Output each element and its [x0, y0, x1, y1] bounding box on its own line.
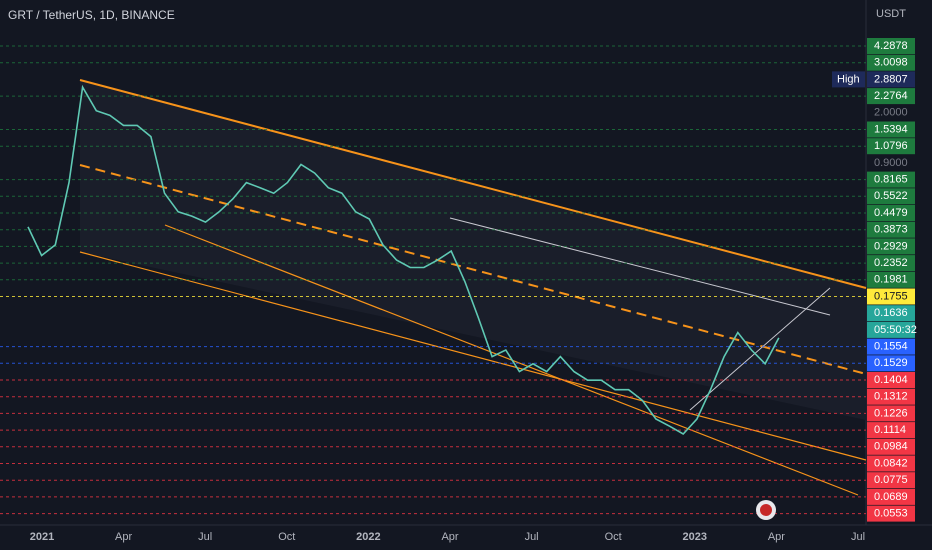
- price-tag-label: 0.1981: [874, 274, 908, 286]
- price-tag-label: 0.1312: [874, 391, 908, 403]
- price-tag: [867, 38, 915, 54]
- price-tag-label: 0.2352: [874, 257, 908, 269]
- x-tick-label: 2022: [356, 531, 380, 543]
- price-tag: [867, 305, 915, 322]
- price-tag: [867, 221, 915, 238]
- high-tag-label: High: [837, 73, 860, 85]
- price-tag-label: 0.1404: [874, 374, 908, 386]
- price-tag-label: 0.0842: [874, 457, 908, 469]
- price-tag: [867, 238, 915, 255]
- price-tag: [867, 171, 915, 188]
- price-tag-label: 0.1226: [874, 407, 908, 419]
- price-tag-label: 0.1114: [874, 424, 906, 436]
- price-tag: [867, 54, 915, 71]
- x-tick-label: Jul: [198, 531, 212, 543]
- price-tag-label: 1.5394: [874, 123, 908, 135]
- price-tag-label: 0.1554: [874, 341, 908, 353]
- price-tag-label: 0.1529: [874, 357, 908, 369]
- x-tick-label: 2021: [30, 531, 54, 543]
- price-tag: [867, 138, 915, 155]
- price-tag: [867, 321, 915, 338]
- price-tag: [867, 388, 915, 405]
- price-tag-label: 3.0098: [874, 57, 908, 69]
- price-tag-label: 2.8807: [874, 73, 908, 85]
- price-tag: [867, 188, 915, 205]
- event-flag-inner: [760, 504, 772, 516]
- price-tag: [867, 338, 915, 355]
- price-line: [27, 84, 780, 436]
- channel-top: [79, 79, 867, 289]
- price-tag-label: 0.1755: [874, 290, 908, 302]
- price-tag: [867, 405, 915, 422]
- x-tick-label: Oct: [278, 531, 295, 543]
- high-tag: [832, 71, 865, 88]
- channel-mid: [79, 164, 867, 375]
- price-tag: [867, 255, 915, 272]
- resistance-line: [449, 217, 831, 316]
- price-tag: [867, 438, 915, 455]
- price-tag-label: 0.3873: [874, 224, 908, 236]
- price-tag: [867, 472, 915, 489]
- x-tick-label: Apr: [115, 531, 132, 543]
- x-tick-label: Apr: [768, 531, 785, 543]
- price-tag-label: 0.8165: [874, 174, 908, 186]
- price-tag-label: 0.0689: [874, 491, 908, 503]
- price-tag: [867, 505, 915, 522]
- price-tag: [867, 422, 915, 439]
- price-tag-label: 2.0000: [874, 107, 908, 119]
- price-tag-label: 0.4479: [874, 207, 908, 219]
- price-tag-label: 05:50:32: [874, 324, 917, 336]
- x-tick-label: Jul: [851, 531, 865, 543]
- price-tag-label: 4.2878: [874, 40, 908, 52]
- price-tag: [867, 121, 915, 138]
- price-tag: [867, 88, 915, 105]
- price-tag: [867, 271, 915, 288]
- x-tick-label: Oct: [605, 531, 622, 543]
- x-tick-label: Jul: [525, 531, 539, 543]
- price-tag-label: 0.0984: [874, 441, 908, 453]
- price-tag-label: 0.0775: [874, 474, 908, 486]
- price-tag-label: 0.0553: [874, 508, 908, 520]
- price-tag: [867, 205, 915, 221]
- price-tag-label: 1.0796: [874, 140, 908, 152]
- price-tag-label: 2.2764: [874, 90, 908, 102]
- channel-fill: [80, 80, 866, 420]
- price-tag: [867, 288, 915, 305]
- x-tick-label: 2023: [683, 531, 707, 543]
- price-tag: [867, 488, 915, 505]
- price-tag-label: 0.9000: [874, 157, 908, 169]
- price-tag-label: 0.1636: [874, 307, 908, 319]
- x-tick-label: Apr: [441, 531, 458, 543]
- price-tag: [867, 71, 915, 88]
- price-tag: [867, 455, 915, 472]
- price-tag: [867, 355, 915, 372]
- price-tag: [867, 372, 915, 388]
- channel-bottom: [79, 251, 867, 461]
- support-line: [689, 287, 831, 411]
- axis-currency: USDT: [876, 8, 906, 20]
- price-tag-label: 0.5522: [874, 190, 908, 202]
- symbol-title: GRT / TetherUS, 1D, BINANCE: [8, 8, 175, 22]
- price-tag-label: 0.2929: [874, 240, 908, 252]
